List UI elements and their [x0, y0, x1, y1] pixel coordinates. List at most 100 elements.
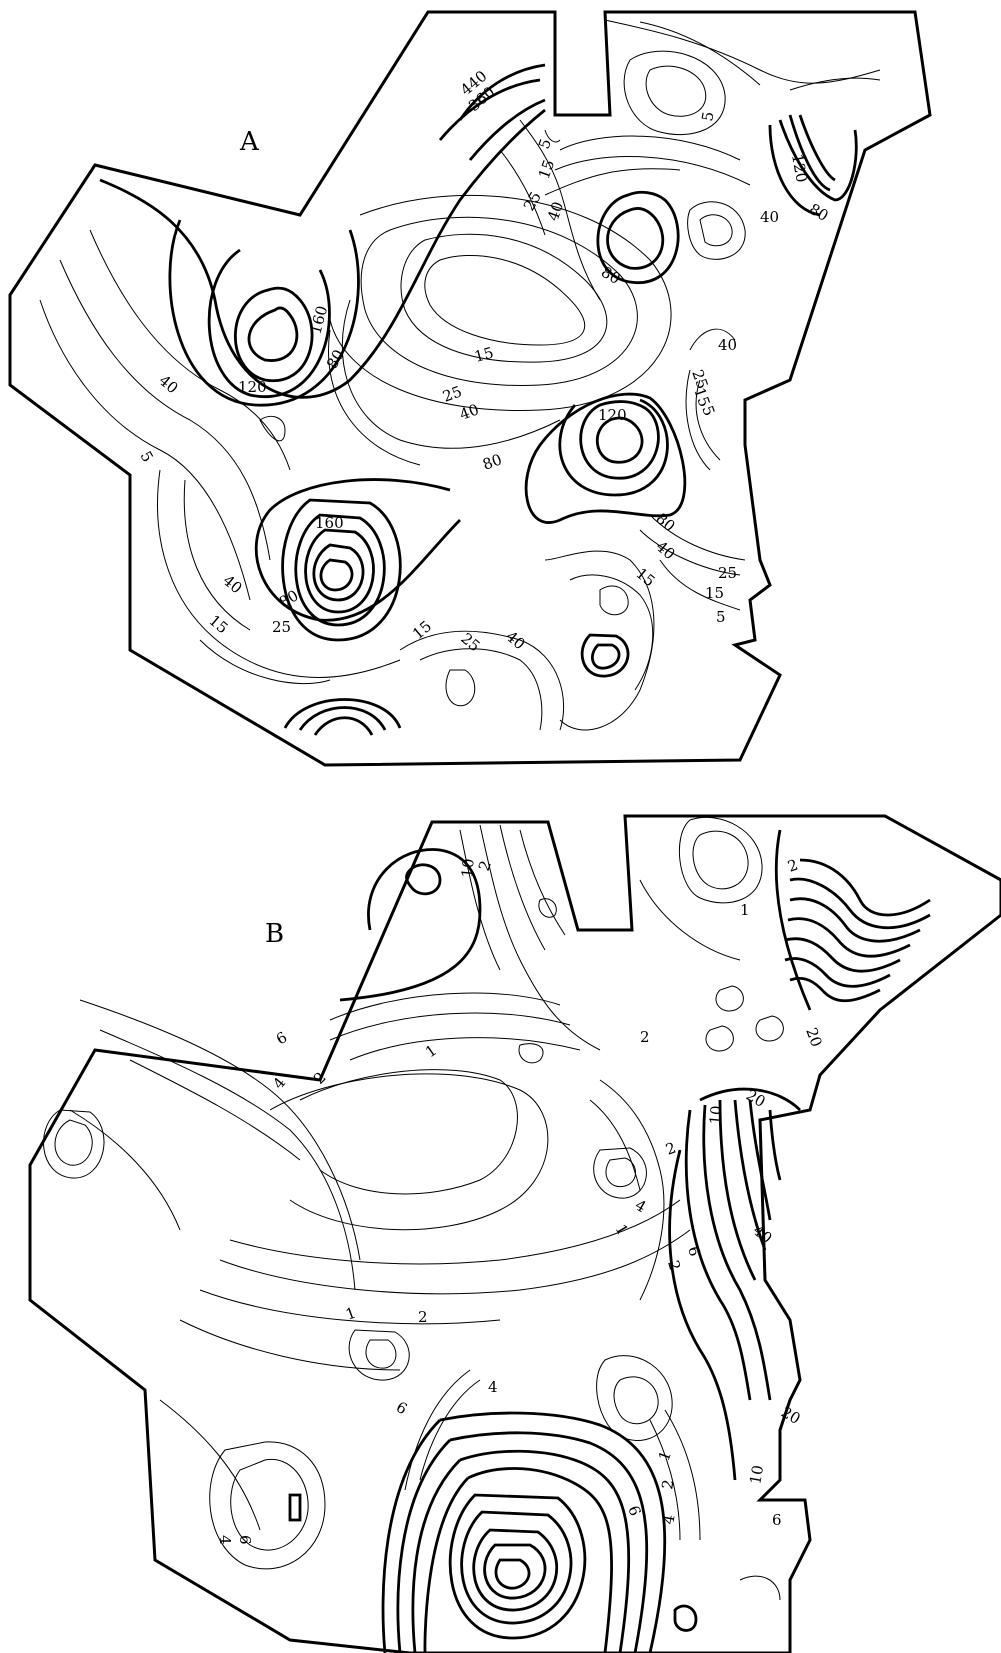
contour-line-major: [673, 1604, 698, 1632]
contour-line-minor: [613, 1376, 659, 1425]
contour-line-minor: [348, 1329, 410, 1381]
contour-label: 120: [238, 378, 267, 396]
contour-label: 160: [315, 514, 344, 532]
contour-line-major: [288, 1493, 302, 1522]
contour-line-minor: [219, 1229, 691, 1295]
contour-line-major: [396, 1431, 649, 1653]
contour-line-major: [472, 1528, 559, 1612]
contour-label: 15: [409, 617, 435, 643]
contour-line-major: [339, 848, 482, 1002]
contour-line-major: [684, 1109, 752, 1401]
contour-label: 10: [746, 1464, 767, 1486]
contour-line-minor: [544, 550, 655, 731]
contour-line-minor: [39, 299, 251, 601]
contour-line-minor: [445, 669, 476, 707]
contour-line-minor: [544, 168, 681, 196]
contour-line-minor: [341, 299, 561, 449]
contour-line-minor: [179, 1319, 401, 1371]
contour-line-minor: [599, 1079, 665, 1301]
contour-line-major: [787, 917, 911, 958]
contour-line-minor: [604, 19, 881, 84]
contour-label: 1: [740, 901, 750, 919]
contour-label: 4: [488, 1378, 498, 1396]
contour-label: 25: [457, 629, 483, 655]
contour-line-major: [668, 1149, 737, 1481]
contour-line-minor: [329, 1012, 571, 1041]
contour-label: 15: [535, 157, 558, 181]
panel-b: B: [28, 814, 1001, 1653]
contour-label: 5: [716, 608, 726, 626]
contour-label: 5: [137, 448, 157, 465]
contour-label: 25: [520, 188, 545, 214]
contour-line-minor: [519, 829, 566, 936]
contour-line-minor: [659, 559, 741, 611]
contour-label: 15: [472, 344, 495, 366]
contour-line-minor: [687, 201, 746, 260]
contour-label: 2: [663, 1139, 678, 1159]
contour-label: 2: [785, 856, 800, 876]
contour-label: 15: [632, 564, 658, 590]
contour-line-minor: [685, 369, 711, 471]
contour-line-minor: [639, 879, 741, 961]
contour-line-major: [733, 1099, 767, 1251]
contour-line-minor: [404, 1369, 471, 1491]
contour-line-minor: [419, 1379, 481, 1481]
contour-line-minor: [544, 129, 561, 143]
contour-line-minor: [157, 469, 401, 678]
panel-b-contours: [43, 816, 931, 1653]
contour-line-minor: [755, 1015, 784, 1042]
contour-line-minor: [649, 1419, 681, 1541]
contour-line-minor: [329, 194, 672, 411]
contour-line-major: [774, 829, 812, 1011]
contour-line-major: [319, 558, 354, 592]
contour-line-major: [483, 1543, 547, 1600]
contour-line-minor: [299, 1069, 518, 1195]
contour-line-minor: [538, 898, 557, 918]
contour-line-major: [748, 1099, 772, 1221]
contour-label: 40: [652, 537, 678, 563]
contour-line-minor: [199, 639, 331, 685]
contour-line-minor: [89, 229, 291, 471]
contour-line-minor: [664, 1409, 701, 1541]
contour-line-major: [234, 286, 314, 383]
contour-line-major: [312, 543, 365, 602]
contour-line-minor: [605, 1157, 636, 1188]
contour-label: 2: [658, 1478, 677, 1491]
contour-line-minor: [705, 1025, 734, 1052]
contour-line-minor: [519, 119, 601, 301]
contour-label: 6: [684, 1244, 704, 1258]
contour-line-major: [606, 207, 665, 270]
contour-line-major: [458, 63, 546, 121]
contour-line-minor: [54, 1119, 93, 1166]
contour-line-major: [798, 114, 836, 182]
contour-line-major: [313, 716, 374, 736]
contour-line-minor: [739, 1575, 781, 1601]
contour-line-minor: [183, 479, 251, 631]
contour-label: 4: [216, 1535, 234, 1545]
contour-line-minor: [269, 1073, 549, 1231]
contour-label: 40: [457, 400, 481, 423]
panel-a-contours: [39, 19, 881, 736]
contour-line-major: [281, 498, 402, 642]
contour-line-minor: [59, 259, 271, 561]
contour-line-minor: [559, 135, 741, 161]
contour-line-minor: [554, 156, 751, 186]
panel-b-boundary: [28, 814, 1001, 1653]
contour-line-minor: [360, 216, 638, 387]
contour-line-major: [580, 633, 630, 678]
contour-line-major: [460, 1510, 573, 1625]
contour-line-major: [595, 416, 644, 464]
contour-line-major: [718, 1099, 757, 1281]
contour-label: 25: [718, 564, 737, 582]
contour-label: 1: [422, 1041, 440, 1061]
contour-line-minor: [699, 214, 733, 247]
contour-label: 1: [612, 1221, 632, 1238]
contour-line-major: [788, 114, 831, 192]
contour-label: 40: [155, 371, 181, 397]
contour-label: 25: [440, 382, 464, 405]
contour-line-minor: [43, 1109, 105, 1179]
contour-line-minor: [365, 1339, 397, 1369]
contour-line-minor: [479, 824, 601, 1051]
contour-label: 2: [310, 1068, 329, 1087]
